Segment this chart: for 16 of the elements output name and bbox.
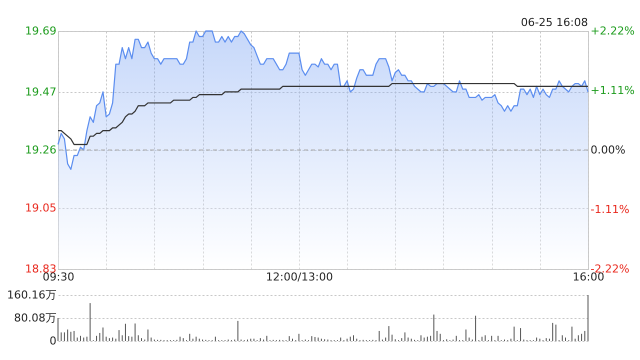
y2-tick-label: +1.11%	[590, 84, 635, 97]
y-tick-label: 19.69	[25, 24, 56, 38]
line-series	[57, 82, 589, 146]
y-tick-label: 0	[50, 334, 56, 348]
y-tick-label: 19.26	[25, 144, 56, 156]
y-tick-label: 80.08万	[14, 312, 56, 324]
y2-tick-label: +2.22%	[590, 24, 635, 38]
x-tick-label: 12:00/13:00	[266, 270, 333, 284]
x-tick-label: 09:30	[42, 270, 74, 284]
y2-tick-label: -1.11%	[590, 203, 630, 216]
x-tick-label: 16:00	[572, 270, 604, 284]
y-tick-label: 160.16万	[7, 288, 56, 302]
y-tick-label: 19.47	[25, 85, 56, 98]
y-tick-label: 19.05	[25, 202, 56, 215]
text: 06-25 16:08	[520, 16, 588, 29]
y2-tick-label: 0.00%	[590, 144, 626, 156]
